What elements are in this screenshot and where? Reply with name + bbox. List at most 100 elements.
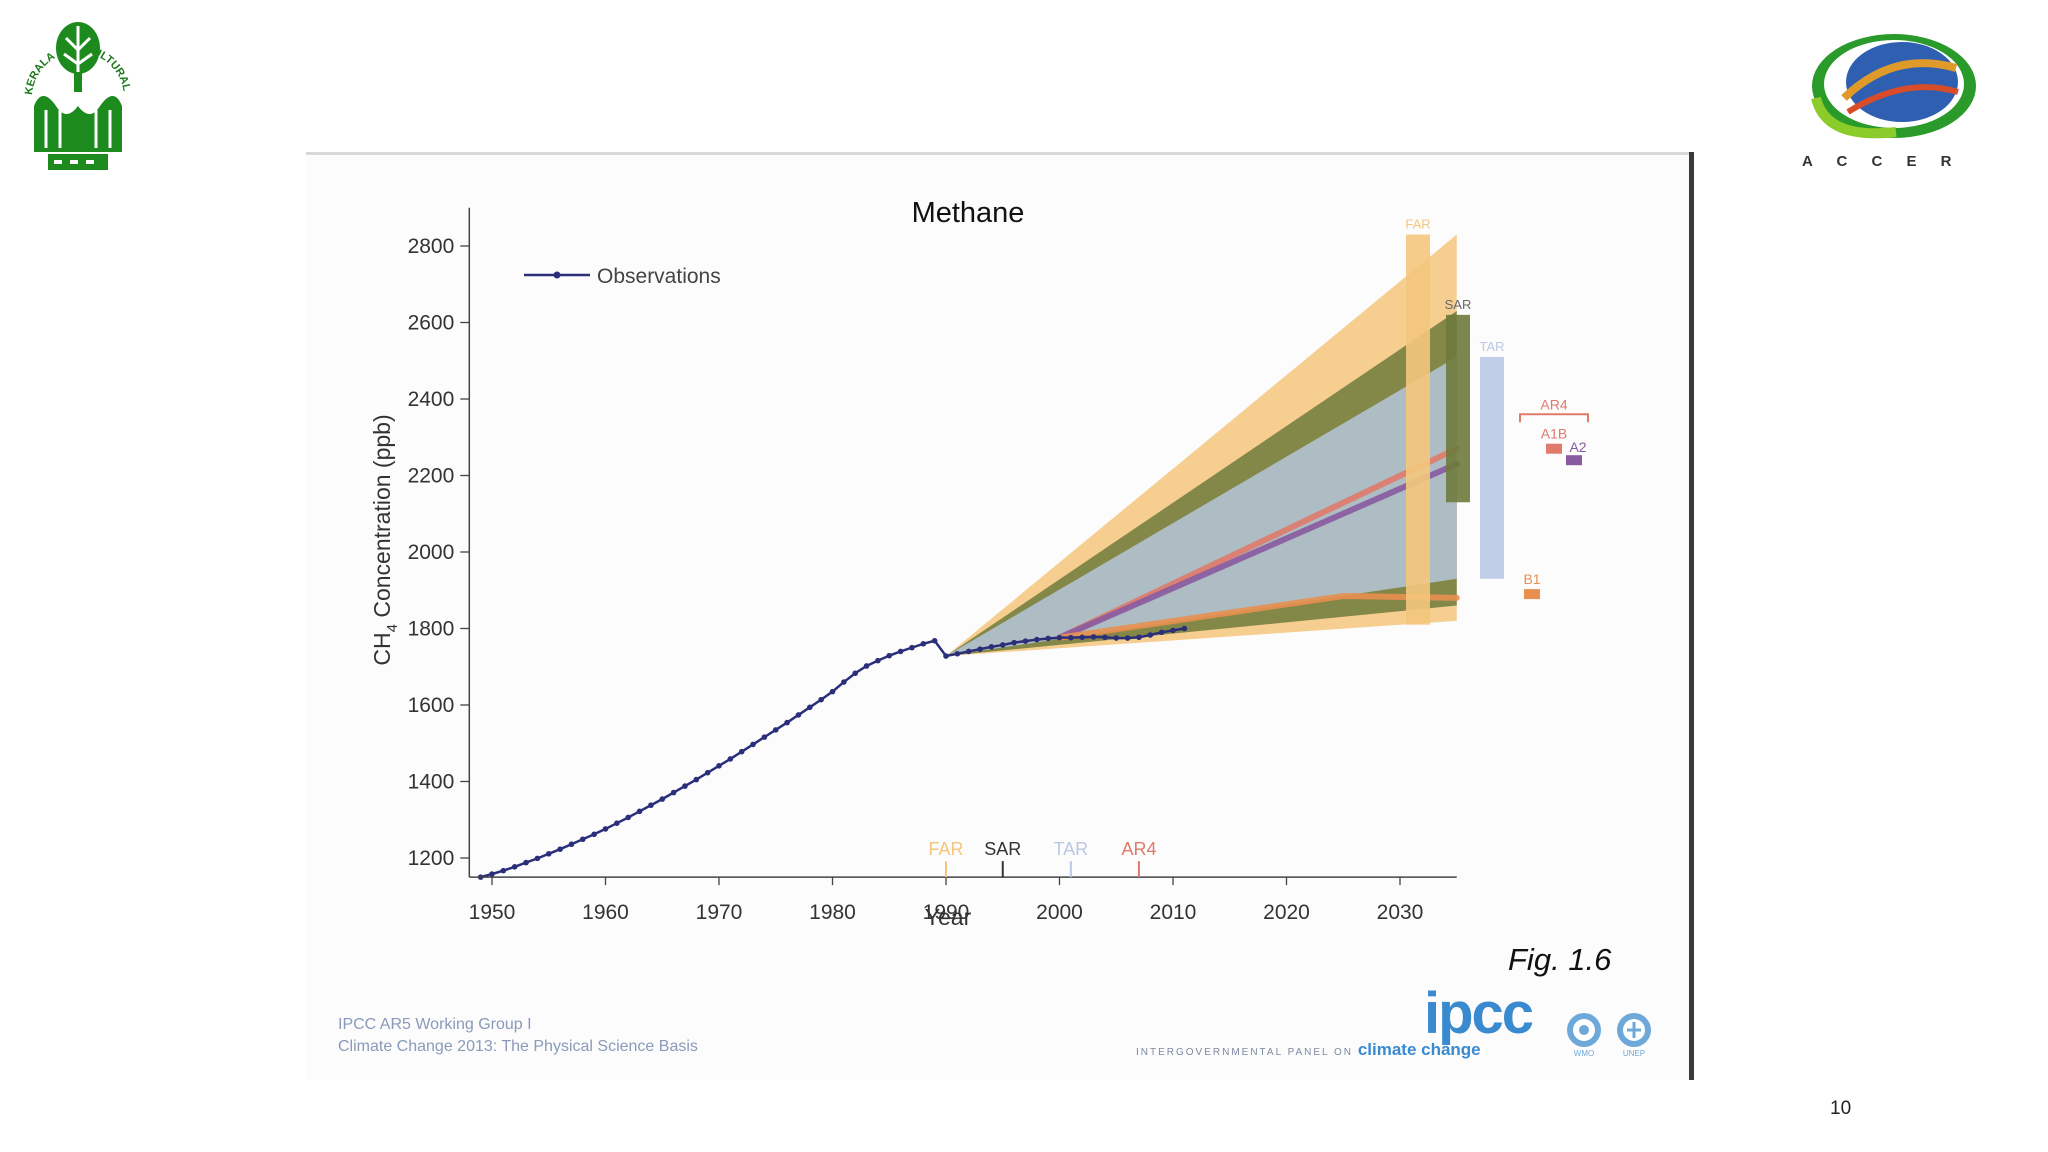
observation-point	[943, 653, 949, 659]
bar-label-far: FAR	[1405, 217, 1430, 232]
observation-point	[1147, 632, 1154, 638]
observation-point	[863, 663, 870, 669]
observation-point	[716, 763, 722, 769]
observation-point	[761, 734, 768, 740]
observation-point	[1045, 635, 1051, 642]
figure-top-border	[306, 152, 1694, 155]
observation-point	[1181, 625, 1188, 632]
page-number: 10	[1830, 1098, 1852, 1119]
report-label-tar: TAR	[1054, 839, 1089, 859]
observation-point	[750, 741, 756, 748]
observation-point	[670, 789, 677, 796]
x-tick-label: 1980	[809, 901, 856, 924]
bar-label-tar: TAR	[1479, 339, 1504, 354]
accer-logo: A C C E R	[1802, 34, 1976, 170]
observation-point	[602, 826, 609, 832]
observation-point	[682, 783, 688, 789]
ipcc-logo: ipcc	[1424, 981, 1534, 1046]
observation-point	[704, 769, 711, 776]
observation-point	[545, 850, 552, 857]
observation-point	[625, 814, 631, 821]
observation-point	[580, 836, 586, 843]
x-tick-label: 1970	[696, 901, 743, 924]
observation-point	[534, 855, 541, 862]
observation-point	[568, 841, 575, 848]
wmo-label: WMO	[1574, 1049, 1594, 1058]
x-tick-label: 1950	[469, 901, 516, 924]
bar-sar	[1446, 314, 1470, 503]
source-line-1: IPCC AR5 Working Group I	[338, 1016, 532, 1033]
line-ar4-a2	[1056, 461, 1460, 641]
report-label-sar: SAR	[984, 839, 1021, 859]
observation-point	[1136, 634, 1142, 641]
y-tick-label: 1600	[408, 694, 455, 717]
y-tick-label: 2000	[408, 541, 455, 564]
observation-point	[738, 748, 745, 755]
legend-marker	[553, 271, 561, 279]
x-tick-label: 2010	[1150, 901, 1197, 924]
projection-ranges	[946, 234, 1457, 657]
ar4-group-label: AR4	[1540, 396, 1567, 412]
observation-point	[818, 696, 824, 703]
bar-far	[1406, 234, 1430, 625]
observation-point	[500, 867, 507, 874]
observation-point	[999, 642, 1006, 648]
observation-point	[795, 712, 802, 718]
marker-label-a1b: A1B	[1541, 426, 1567, 442]
observation-point	[659, 796, 666, 802]
observation-point	[636, 808, 643, 815]
observation-point	[772, 727, 779, 733]
y-tick-label: 2600	[408, 312, 455, 335]
observation-point	[954, 650, 961, 657]
bars-2100: FAR SAR TAR	[1405, 217, 1505, 625]
observation-point	[1158, 629, 1165, 636]
x-tick-label: 1990	[923, 901, 970, 924]
observation-point	[614, 820, 620, 826]
observation-point	[875, 657, 881, 664]
observation-point	[1011, 639, 1017, 646]
observation-point	[1102, 634, 1108, 641]
observation-point	[727, 756, 734, 762]
observation-point	[977, 646, 983, 652]
observations-series	[477, 625, 1188, 880]
observation-point	[852, 670, 858, 677]
wmo-emblem: WMO	[1567, 1013, 1601, 1058]
y-tick-label: 2400	[408, 388, 455, 411]
y-tick-label: 1200	[408, 847, 455, 870]
ipcc-tagline-suffix: climate change	[1357, 1040, 1481, 1059]
kau-logo: KERALA AGRICULTURAL UNIVERSITY	[22, 2, 133, 170]
chart-axes	[468, 207, 1457, 878]
observation-point	[841, 679, 847, 685]
accer-caption: A C C E R	[1802, 153, 1961, 170]
ipcc-tagline: INTERGOVERNMENTAL PANEL ON climate chang…	[1136, 1040, 1481, 1060]
observation-point	[1079, 634, 1085, 641]
observation-point	[511, 863, 518, 870]
observation-point	[591, 831, 597, 838]
observation-point	[807, 704, 813, 711]
observation-point	[784, 719, 790, 726]
observation-point	[1113, 635, 1120, 641]
observation-point	[1124, 635, 1131, 641]
y-axis-label: CH4 Concentration (ppb)	[369, 414, 401, 665]
marker-a1b	[1546, 443, 1562, 454]
ar4-bracket	[1519, 413, 1589, 423]
chart-title: Methane	[912, 197, 1025, 229]
x-tick-label: 2020	[1263, 901, 1310, 924]
observation-point	[965, 648, 972, 655]
observation-point	[886, 652, 893, 659]
y-tick-label: 1800	[408, 618, 455, 641]
observation-point	[557, 846, 563, 853]
report-label-far: FAR	[928, 839, 963, 859]
source-citation: IPCC AR5 Working Group I Climate Change …	[338, 1014, 698, 1058]
observation-point	[909, 644, 915, 651]
source-line-2: Climate Change 2013: The Physical Scienc…	[338, 1038, 698, 1055]
observation-point	[931, 637, 938, 644]
x-tick-label: 1960	[582, 901, 629, 924]
unep-label: UNEP	[1623, 1049, 1645, 1058]
observation-point	[1056, 634, 1063, 641]
marker-label-b1: B1	[1523, 571, 1540, 587]
observation-point	[1068, 634, 1074, 641]
